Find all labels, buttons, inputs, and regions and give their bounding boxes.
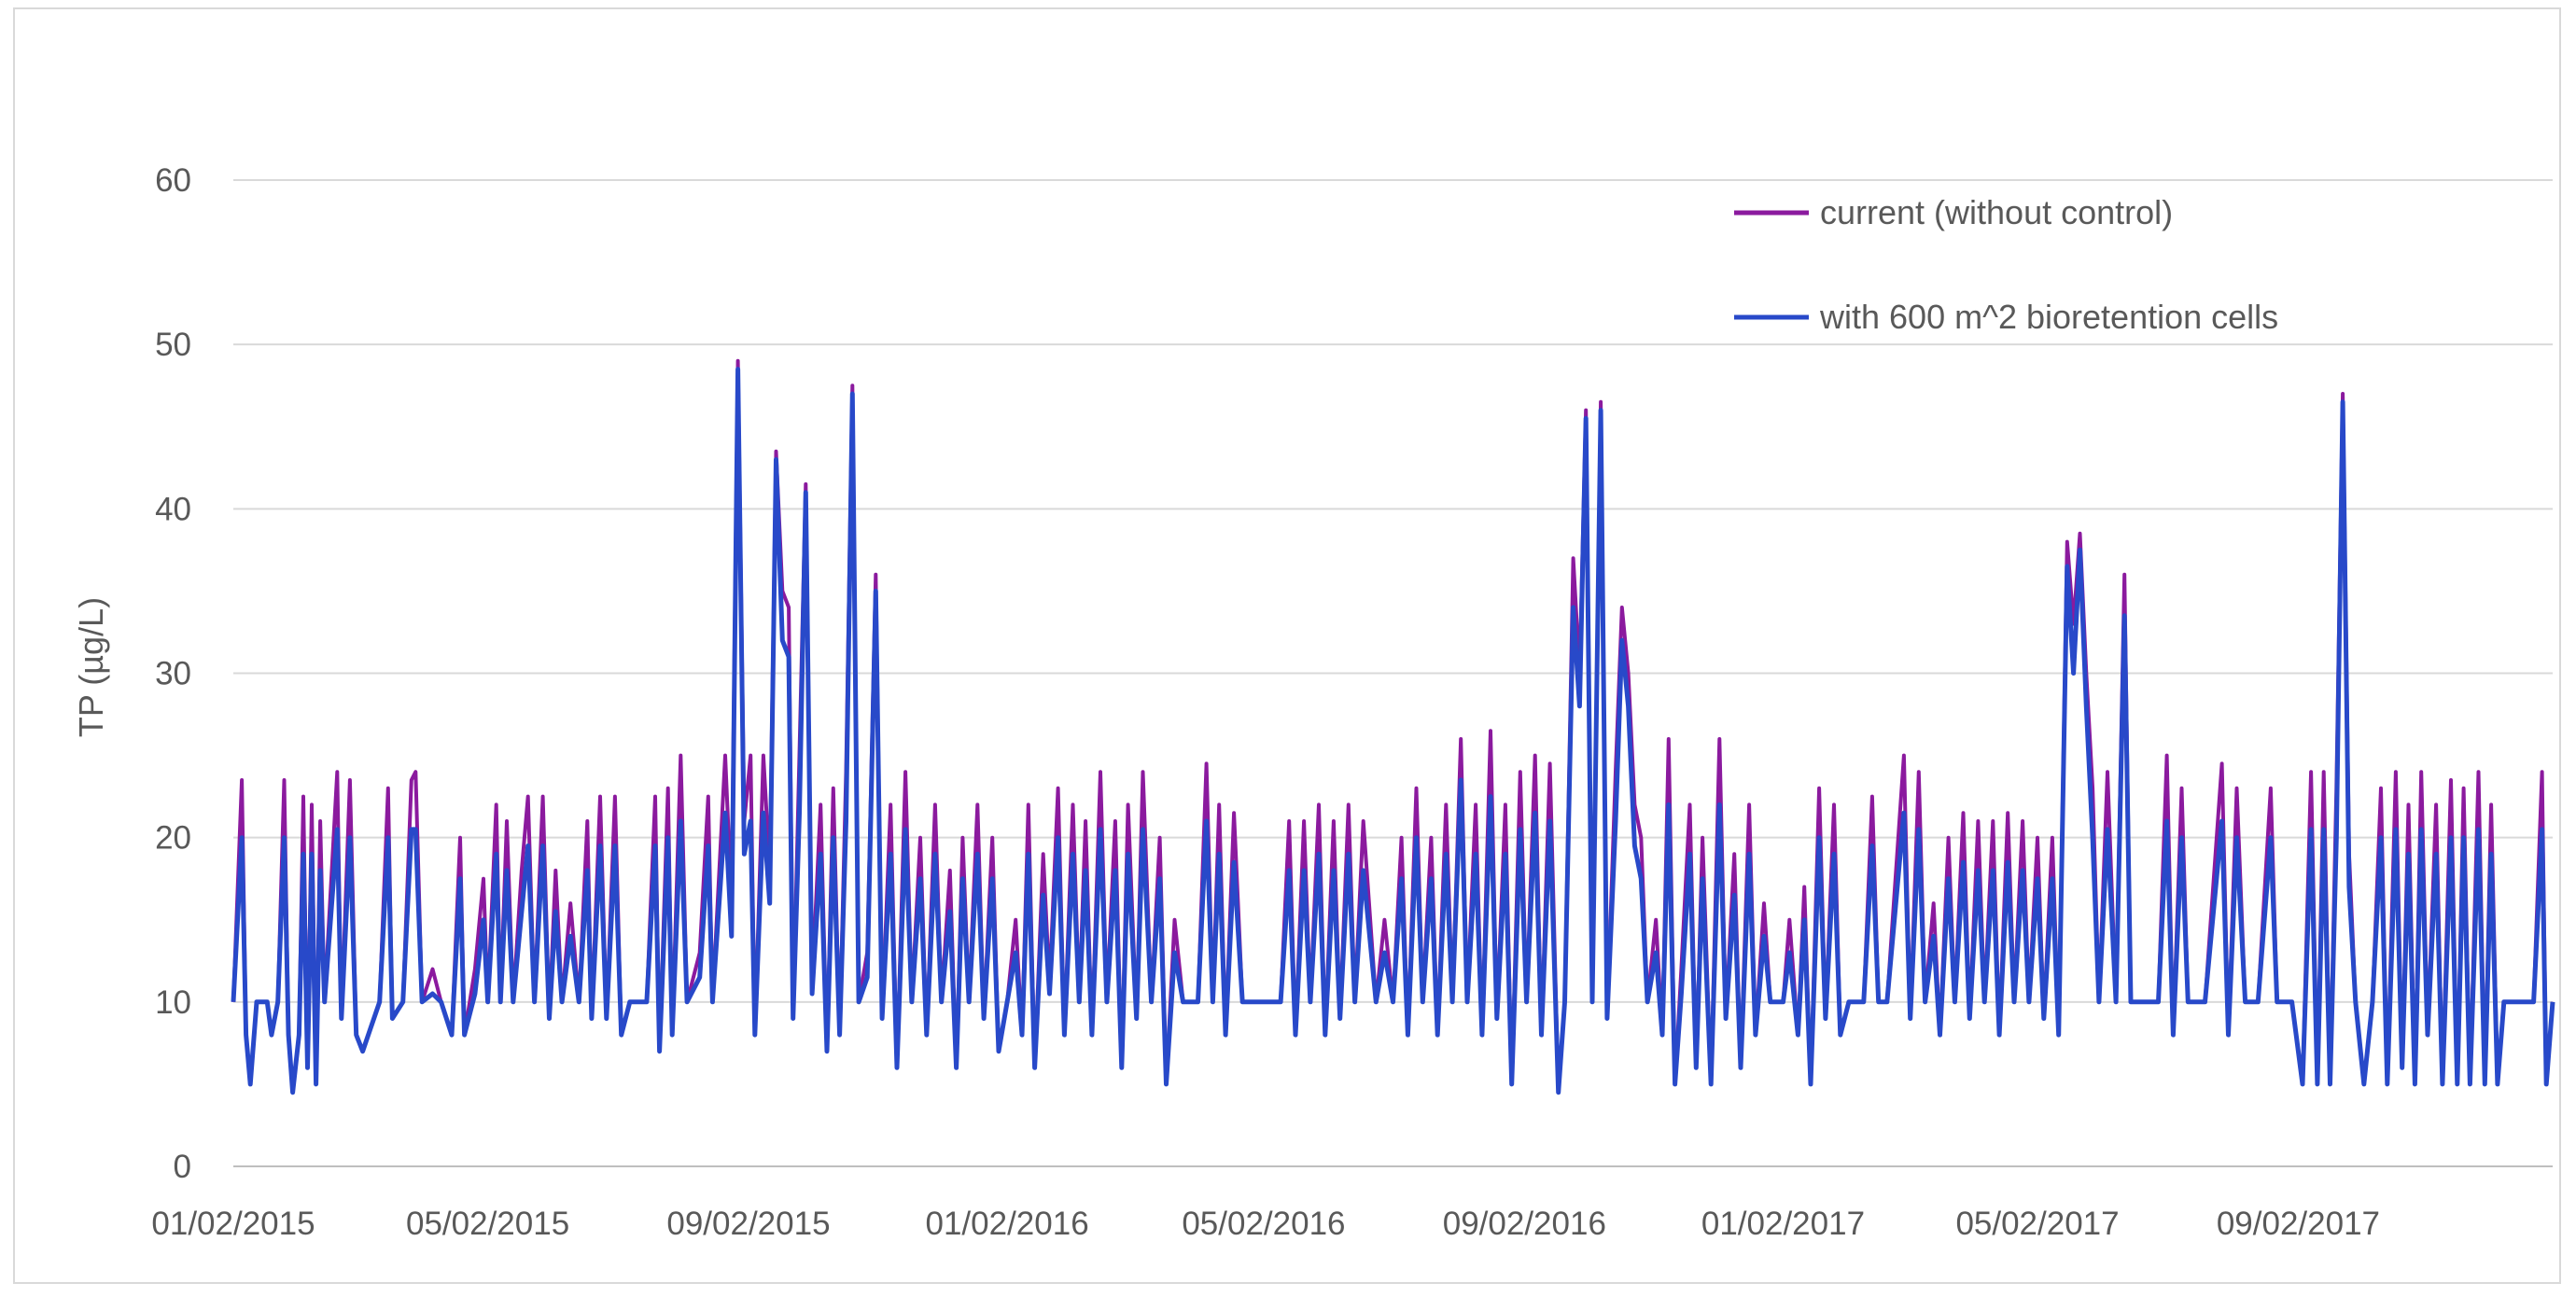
series-lines — [231, 358, 2555, 1095]
series-line-bioretention — [231, 367, 2555, 1095]
legend: current (without control) with 600 m^2 b… — [1734, 193, 2278, 336]
y-tick-label-20: 20 — [155, 820, 191, 857]
x-axis-ticks: 01/02/2015 05/02/2015 09/02/2015 01/02/2016… — [151, 1206, 2380, 1242]
y-axis-title: TP (µg/L) — [72, 597, 110, 737]
x-tick-label-2: 09/02/2015 — [666, 1206, 830, 1242]
y-axis-ticks: 0 10 20 30 40 50 60 — [155, 162, 191, 1185]
y-tick-label-10: 10 — [155, 984, 191, 1021]
legend-label-current: current (without control) — [1820, 193, 2173, 231]
y-tick-label-30: 30 — [155, 656, 191, 692]
x-tick-label-7: 05/02/2017 — [1955, 1206, 2119, 1242]
x-tick-label-3: 01/02/2016 — [926, 1206, 1089, 1242]
x-tick-label-0: 01/02/2015 — [151, 1206, 315, 1242]
y-tick-label-0: 0 — [174, 1149, 191, 1185]
x-tick-label-1: 05/02/2015 — [406, 1206, 569, 1242]
x-tick-label-8: 09/02/2017 — [2217, 1206, 2380, 1242]
x-tick-label-5: 09/02/2016 — [1443, 1206, 1606, 1242]
legend-label-bioretention: with 600 m^2 bioretention cells — [1819, 298, 2278, 336]
x-tick-label-4: 05/02/2016 — [1182, 1206, 1345, 1242]
y-tick-label-40: 40 — [155, 491, 191, 527]
chart-frame — [13, 7, 2561, 1284]
y-tick-label-60: 60 — [155, 162, 191, 199]
y-tick-label-50: 50 — [155, 327, 191, 363]
x-tick-label-6: 01/02/2017 — [1701, 1206, 1865, 1242]
